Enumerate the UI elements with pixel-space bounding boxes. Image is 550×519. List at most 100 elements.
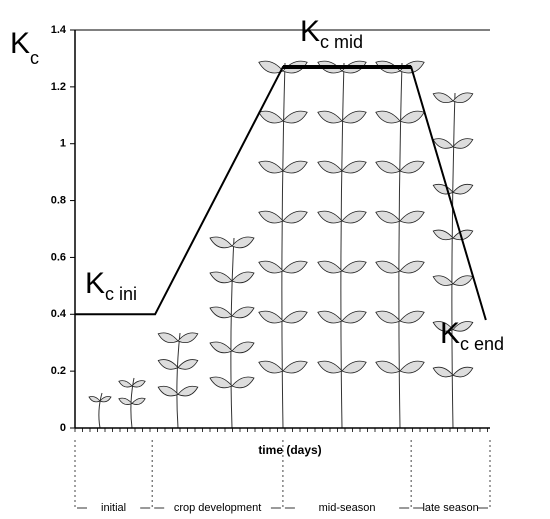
plant-leaf [118,397,133,405]
annotation-sub: c mid [320,32,363,52]
annotation-main: K [85,267,105,300]
stage-label: mid-season [319,502,376,514]
plant-leaf [88,396,101,403]
plant-leaf [432,92,454,103]
plant-leaf [209,376,233,389]
annotation-sub: c end [460,334,504,354]
plant-leaf [432,275,454,286]
plant-leaf [375,160,401,174]
plant-leaf [177,332,199,343]
plant-leaf [231,271,255,284]
y-tick-label: 0 [60,422,66,434]
plant-leaf [118,380,133,388]
plant-stem [398,62,403,429]
plant-leaf [432,183,454,195]
y-axis-label: Kc [10,27,39,68]
plant-leaf [131,380,146,388]
plant-stem [340,62,345,429]
plant-leaf [452,321,474,332]
y-label-sub: c [30,48,39,68]
plant-leaf [452,366,474,378]
plant-leaf [452,183,474,195]
plant-leaf [209,306,233,319]
plant-leaf [258,310,284,324]
plant-leaf [131,397,146,405]
y-label-main: K [10,27,30,60]
stage-label: crop development [174,502,261,514]
plant-leaf [177,385,199,397]
plant-leaf [258,110,284,124]
plant-leaf [258,260,284,274]
plant-stem [176,332,181,429]
plant-stem [281,62,286,429]
plant-leaf [157,359,179,370]
annotation-sub: c ini [105,284,137,304]
plant-leaf [399,310,425,324]
x-axis-label: time (days) [258,443,321,457]
plant-leaf [157,332,179,343]
plant-leaf [375,310,401,324]
plant-leaf [282,160,308,174]
annotation: Kc mid [300,15,363,52]
plant-leaf [432,321,454,332]
plant-leaf [452,138,474,149]
plant-leaf [317,210,343,224]
plant-leaf [341,260,367,274]
plant-leaf [375,360,401,374]
plant-leaf [177,359,199,370]
y-tick-label: 1.2 [51,81,66,93]
y-tick-label: 0.6 [51,251,66,263]
plant-leaf [282,360,308,374]
plant-stem [98,392,103,429]
y-tick-label: 0.4 [51,308,67,320]
plant-leaf [341,210,367,224]
plant-leaf [258,360,284,374]
annotation-main: K [440,317,460,350]
plant-leaf [341,160,367,174]
y-tick-label: 1.4 [51,24,67,36]
plant-leaf [399,360,425,374]
plant-leaf [231,376,255,389]
y-tick-label: 1 [60,138,66,150]
plant-leaf [99,396,112,403]
plant-leaf [375,210,401,224]
plant-leaf [452,92,474,103]
plant-leaf [209,341,233,354]
plant-leaf [258,210,284,224]
y-tick-label: 0.2 [51,365,66,377]
plant-leaf [231,341,255,354]
plant-leaf [317,260,343,274]
plant-leaf [375,260,401,274]
plant-leaf [399,210,425,224]
plant-leaf [282,210,308,224]
plant-leaf [157,385,179,397]
plant-leaf [282,110,308,124]
plant-leaf [399,160,425,174]
plant-leaf [317,160,343,174]
plant-leaf [258,160,284,174]
annotation: Kc end [440,317,504,354]
plant-leaf [317,360,343,374]
plants [88,60,474,429]
y-tick-label: 0.8 [51,194,66,206]
plant-leaf [432,229,454,241]
plant-leaf [399,260,425,274]
plant-leaf [282,310,308,324]
kc-curve [75,65,487,321]
plant-leaf [317,310,343,324]
plant-leaf [231,306,255,319]
plant-leaf [375,110,401,124]
stage-label: late season [422,502,478,514]
plant-stem [451,92,456,429]
plant-stem [230,237,235,429]
plant-leaf [432,138,454,149]
plant-leaf [258,60,284,74]
plant-leaf [341,110,367,124]
plant-leaf [452,229,474,241]
annotation-main: K [300,15,320,48]
plant-leaf [432,366,454,378]
stage-label: initial [101,502,126,514]
plant-leaf [452,275,474,286]
